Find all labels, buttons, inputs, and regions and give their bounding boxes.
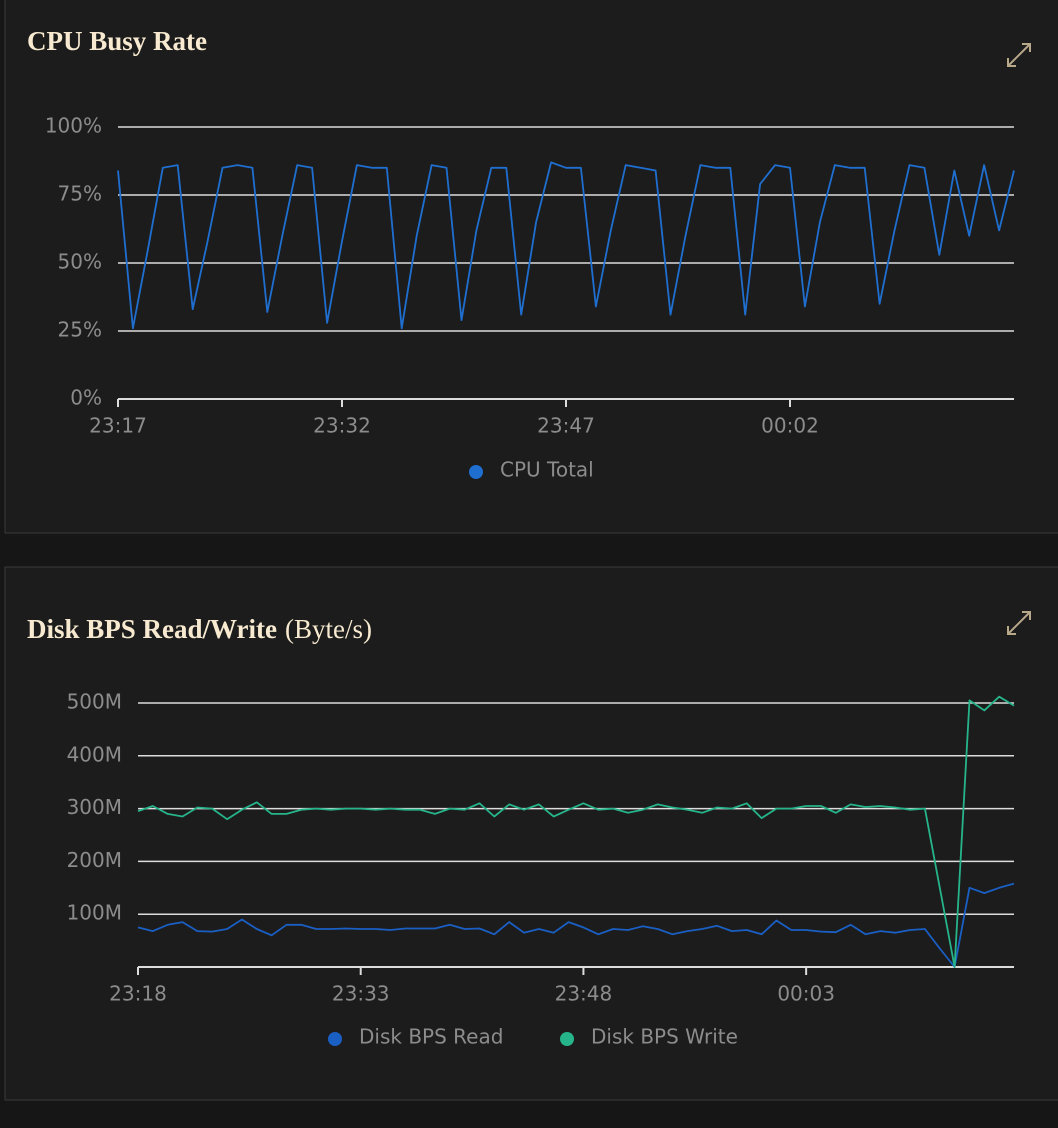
legend-label: Disk BPS Write <box>591 1025 738 1049</box>
x-tick-label: 00:02 <box>761 414 819 438</box>
chart-title: CPU Busy Rate <box>27 26 207 56</box>
x-tick-label: 23:18 <box>109 982 167 1006</box>
y-tick-label: 50% <box>58 250 102 274</box>
y-tick-label: 25% <box>58 318 102 342</box>
expand-icon[interactable] <box>1007 43 1031 67</box>
legend-marker <box>560 1032 574 1046</box>
y-tick-label: 100% <box>45 114 102 138</box>
legend-label: Disk BPS Read <box>359 1025 503 1049</box>
legend-label: CPU Total <box>500 458 594 482</box>
legend-marker <box>328 1032 342 1046</box>
x-tick-label: 23:48 <box>555 982 613 1006</box>
legend-marker <box>469 465 483 479</box>
x-tick-label: 00:03 <box>777 982 835 1006</box>
panel <box>4 0 1058 534</box>
y-tick-label: 100M <box>67 901 122 925</box>
line-series <box>137 695 1015 968</box>
panel <box>4 566 1058 1101</box>
expand-icon[interactable] <box>1007 611 1031 635</box>
y-tick-label: 300M <box>67 795 122 819</box>
x-tick-label: 23:32 <box>313 414 371 438</box>
x-tick-label: 23:17 <box>89 414 147 438</box>
y-tick-label: 75% <box>58 182 102 206</box>
y-tick-label: 200M <box>67 848 122 872</box>
chart-title: Disk BPS Read/Write <box>27 614 277 644</box>
line-series <box>117 161 1015 330</box>
y-tick-label: 0% <box>70 386 102 410</box>
chart-subtitle: (Byte/s) <box>285 614 372 644</box>
y-tick-label: 400M <box>67 742 122 766</box>
x-tick-label: 23:47 <box>537 414 595 438</box>
x-tick-label: 23:33 <box>332 982 390 1006</box>
y-tick-label: 500M <box>67 690 122 714</box>
line-series <box>137 882 1015 968</box>
